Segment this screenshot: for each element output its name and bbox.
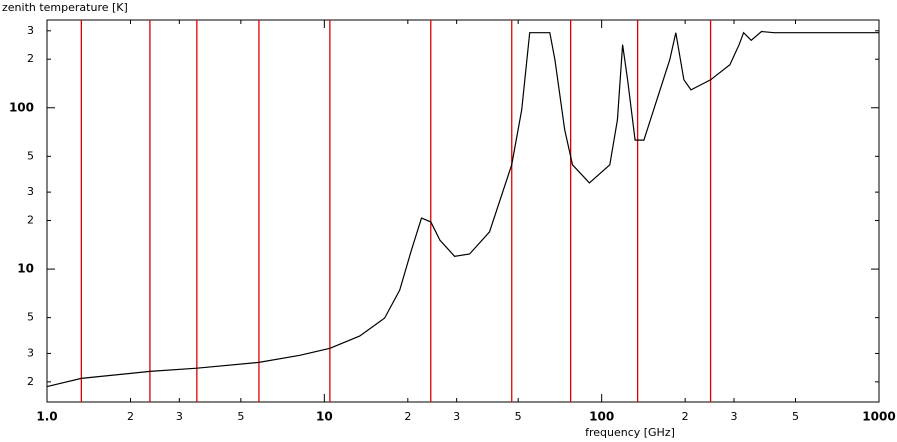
y-tick-label: 2: [27, 214, 34, 227]
x-axis-label: frequency [GHz]: [585, 426, 675, 439]
x-tick-label: 5: [792, 410, 799, 423]
x-tick-label: 2: [127, 410, 134, 423]
y-tick-label: 5: [27, 311, 34, 324]
x-tick-label: 3: [176, 410, 183, 423]
x-tick-label: 5: [237, 410, 244, 423]
y-tick-label: 3: [27, 24, 34, 37]
y-tick-label: 10: [17, 262, 34, 276]
x-tick-label: 2: [682, 410, 689, 423]
x-tick-label: 2: [404, 410, 411, 423]
y-tick-label: 2: [27, 375, 34, 388]
x-tick-label: 1000: [862, 410, 895, 424]
x-tick-label: 1.0: [36, 410, 57, 424]
x-tick-label: 3: [730, 410, 737, 423]
y-tick-label: 5: [27, 149, 34, 162]
x-tick-label: 10: [316, 410, 333, 424]
x-tick-label: 100: [589, 410, 614, 424]
y-axis-label: zenith temperature [K]: [2, 1, 128, 14]
y-tick-label: 3: [27, 185, 34, 198]
data-line: [46, 30, 879, 388]
x-tick-label: 5: [515, 410, 522, 423]
y-tick-label: 3: [27, 346, 34, 359]
plot-frame: [46, 19, 880, 403]
y-tick-label: 2: [27, 52, 34, 65]
x-tick-label: 3: [453, 410, 460, 423]
y-tick-label: 100: [9, 100, 34, 114]
